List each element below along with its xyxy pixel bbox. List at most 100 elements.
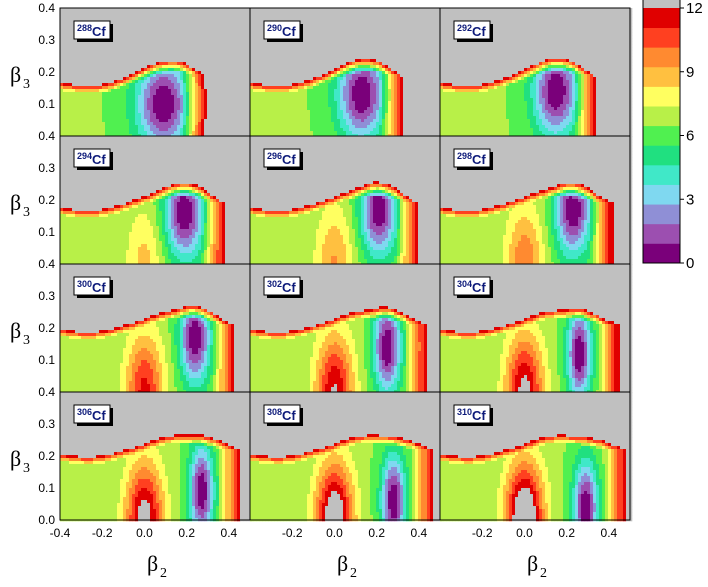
pes-cell — [90, 80, 93, 83]
pes-cell — [298, 44, 301, 47]
pes-cell — [201, 110, 204, 113]
pes-cell — [337, 89, 340, 92]
pes-cell — [192, 83, 195, 86]
pes-cell — [99, 77, 102, 80]
pes-cell — [376, 32, 379, 35]
pes-cell — [307, 74, 310, 77]
pes-cell — [292, 11, 295, 14]
pes-cell — [364, 74, 367, 77]
pes-cell — [352, 104, 355, 107]
pes-cell — [213, 62, 216, 65]
pes-cell — [237, 131, 240, 134]
pes-cell — [322, 113, 325, 116]
pes-cell — [177, 131, 180, 134]
pes-cell — [111, 119, 114, 122]
pes-cell — [370, 59, 373, 62]
pes-cell — [298, 107, 301, 110]
pes-cell — [379, 47, 382, 50]
pes-cell — [370, 47, 373, 50]
pes-cell — [322, 47, 325, 50]
pes-cell — [310, 107, 313, 110]
pes-cell — [135, 47, 138, 50]
pes-cell — [237, 74, 240, 77]
pes-cell — [334, 89, 337, 92]
pes-cell — [243, 128, 246, 131]
pes-cell — [90, 128, 93, 131]
pes-cell — [271, 104, 274, 107]
pes-cell — [334, 29, 337, 32]
pes-cell — [370, 65, 373, 68]
pes-cell — [72, 116, 75, 119]
pes-cell — [123, 125, 126, 128]
pes-cell — [253, 95, 256, 98]
pes-cell — [328, 101, 331, 104]
pes-cell — [129, 14, 132, 17]
pes-cell — [367, 110, 370, 113]
pes-cell — [159, 65, 162, 68]
pes-cell — [268, 44, 271, 47]
pes-cell — [129, 62, 132, 65]
pes-cell — [313, 95, 316, 98]
nucleus-element: Cf — [92, 24, 106, 39]
pes-cell — [355, 62, 358, 65]
pes-cell — [283, 125, 286, 128]
pes-cell — [105, 11, 108, 14]
pes-cell — [343, 17, 346, 20]
pes-cell — [123, 83, 126, 86]
pes-cell — [237, 65, 240, 68]
pes-cell — [301, 128, 304, 131]
pes-cell — [391, 62, 394, 65]
pes-cell — [307, 98, 310, 101]
pes-cell — [310, 53, 313, 56]
pes-cell — [403, 68, 406, 71]
pes-cell — [75, 77, 78, 80]
pes-cell — [198, 59, 201, 62]
pes-cell — [286, 53, 289, 56]
pes-cell — [307, 119, 310, 122]
pes-cell — [307, 11, 310, 14]
pes-cell — [376, 74, 379, 77]
pes-cell — [346, 68, 349, 71]
pes-cell — [165, 80, 168, 83]
pes-cell — [331, 116, 334, 119]
pes-cell — [156, 20, 159, 23]
pes-cell — [162, 95, 165, 98]
pes-cell — [75, 50, 78, 53]
pes-cell — [331, 89, 334, 92]
pes-cell — [243, 101, 246, 104]
pes-cell — [144, 23, 147, 26]
pes-cell — [153, 35, 156, 38]
pes-cell — [280, 104, 283, 107]
pes-cell — [99, 53, 102, 56]
pes-cell — [307, 14, 310, 17]
pes-cell — [307, 128, 310, 131]
pes-cell — [105, 104, 108, 107]
pes-cell — [102, 47, 105, 50]
pes-cell — [253, 107, 256, 110]
pes-cell — [337, 122, 340, 125]
pes-cell — [319, 68, 322, 71]
pes-cell — [177, 38, 180, 41]
pes-cell — [373, 20, 376, 23]
pes-cell — [210, 23, 213, 26]
pes-cell — [310, 68, 313, 71]
pes-cell — [105, 122, 108, 125]
pes-cell — [280, 86, 283, 89]
pes-cell — [307, 86, 310, 89]
pes-cell — [150, 74, 153, 77]
pes-cell — [271, 62, 274, 65]
pes-cell — [343, 26, 346, 29]
pes-cell — [343, 38, 346, 41]
pes-cell — [379, 83, 382, 86]
pes-cell — [207, 26, 210, 29]
pes-cell — [123, 107, 126, 110]
pes-cell — [301, 92, 304, 95]
pes-cell — [66, 29, 69, 32]
pes-cell — [156, 65, 159, 68]
pes-cell — [286, 56, 289, 59]
pes-cell — [301, 62, 304, 65]
pes-cell — [135, 23, 138, 26]
pes-cell — [129, 116, 132, 119]
pes-cell — [153, 68, 156, 71]
pes-cell — [207, 29, 210, 32]
